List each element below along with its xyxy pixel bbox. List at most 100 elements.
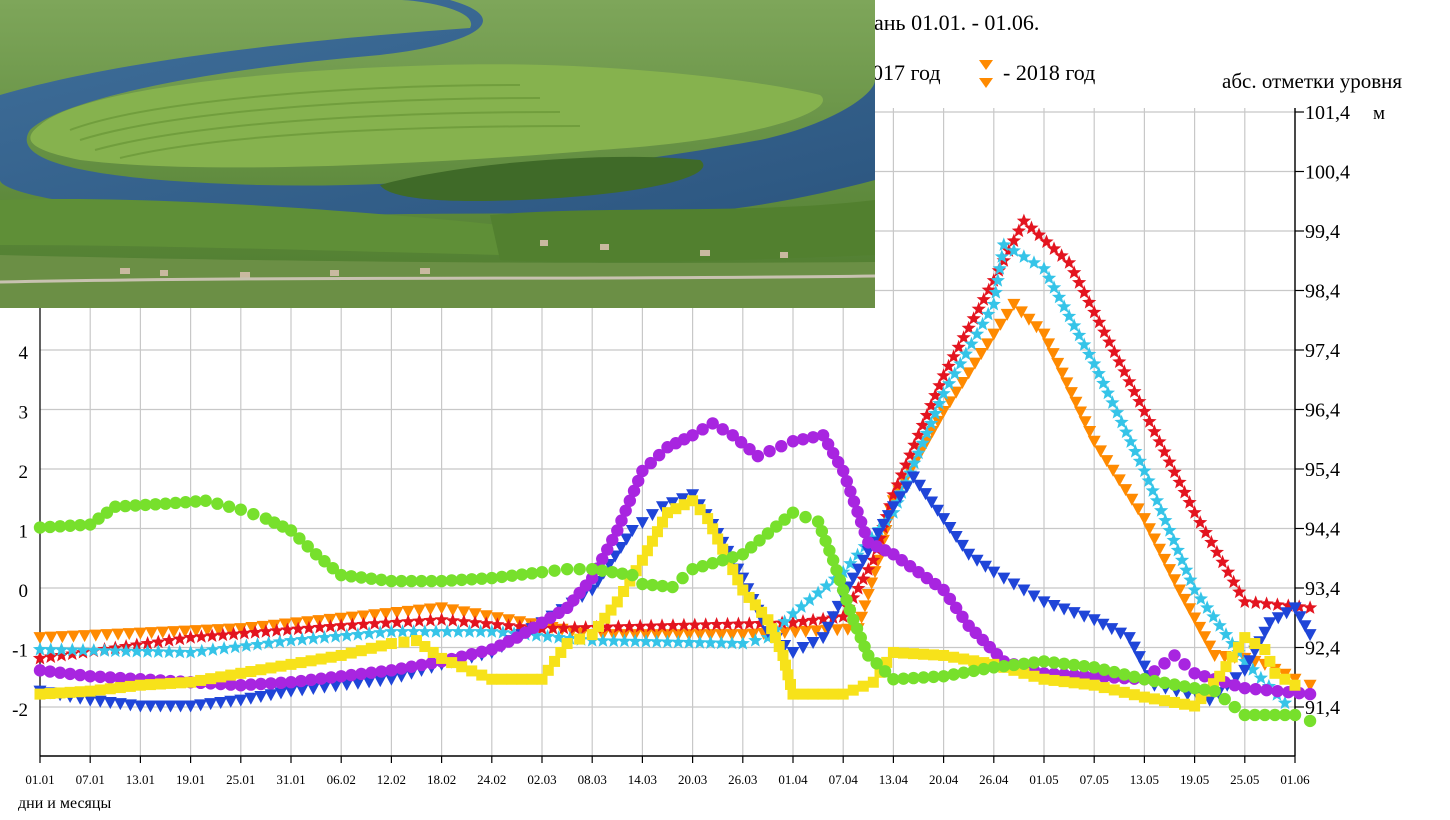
data-point (949, 601, 963, 615)
x-tick-label: 13.04 (879, 772, 909, 787)
data-point (978, 560, 992, 573)
data-point (981, 338, 995, 351)
data-point (890, 477, 905, 491)
data-point (542, 664, 554, 676)
data-point (918, 648, 930, 660)
data-point (1088, 661, 1101, 674)
data-point (1212, 618, 1227, 632)
data-point (512, 619, 527, 633)
data-point (970, 554, 984, 567)
data-point (830, 624, 844, 637)
data-point (1258, 708, 1272, 722)
data-point (1280, 607, 1294, 620)
data-point (154, 678, 166, 690)
data-point (1158, 657, 1171, 670)
data-point (1037, 655, 1051, 668)
data-point (224, 678, 237, 691)
data-point (501, 618, 516, 632)
data-point (109, 500, 122, 513)
data-point (743, 591, 755, 603)
data-point (506, 673, 518, 685)
data-point (1162, 454, 1177, 469)
data-point (384, 673, 398, 686)
data-point (65, 642, 80, 657)
data-point (628, 633, 643, 648)
data-point (847, 495, 861, 508)
data-point (861, 562, 876, 576)
data-point (687, 617, 702, 632)
data-point (295, 657, 307, 669)
x-tick-label: 01.05 (1029, 772, 1058, 787)
data-point (997, 572, 1011, 585)
data-point (1074, 406, 1088, 419)
data-point (861, 588, 875, 601)
data-point (445, 574, 458, 587)
data-point (709, 617, 724, 631)
data-point (981, 282, 996, 297)
data-point (923, 415, 939, 430)
data-point (616, 567, 629, 580)
data-point (1179, 562, 1194, 577)
data-point (143, 700, 157, 713)
data-point (786, 646, 800, 659)
data-point (291, 621, 306, 636)
data-point (870, 657, 883, 670)
data-point (586, 571, 599, 585)
legend-2018-label: - 2018 год (1003, 60, 1095, 85)
data-point (1022, 313, 1036, 326)
data-point (1145, 483, 1160, 497)
data-point (620, 533, 634, 546)
data-point (897, 672, 910, 685)
data-point (1031, 227, 1047, 242)
data-point (854, 515, 868, 529)
data-point (736, 629, 750, 642)
data-point (104, 671, 117, 684)
data-point (1174, 552, 1190, 567)
data-point (515, 568, 529, 581)
data-point (44, 631, 58, 644)
data-point (1172, 474, 1187, 489)
data-point (1041, 270, 1057, 285)
data-point (947, 366, 962, 380)
data-point (43, 649, 58, 663)
data-point (174, 700, 188, 713)
data-point (301, 620, 317, 635)
data-point (836, 564, 851, 579)
data-point (819, 578, 834, 593)
data-point (816, 632, 830, 645)
data-point (833, 573, 847, 587)
data-point (1062, 255, 1077, 269)
data-point (1138, 673, 1151, 686)
data-point (205, 642, 220, 656)
data-point (378, 615, 393, 630)
data-point (1226, 574, 1241, 589)
data-point (969, 326, 985, 341)
data-point (785, 606, 801, 620)
data-point (93, 695, 107, 708)
data-point (345, 611, 359, 624)
x-tick-label: 20.04 (929, 772, 959, 787)
data-point (843, 556, 858, 570)
data-point (866, 552, 881, 567)
x-tick-label: 25.01 (226, 772, 255, 787)
data-point (1132, 394, 1147, 408)
data-point (915, 417, 930, 432)
data-point (938, 649, 950, 661)
data-point (33, 521, 47, 534)
data-point (1281, 598, 1296, 612)
data-point (199, 494, 212, 507)
data-point (411, 635, 422, 647)
data-point (997, 659, 1011, 673)
data-point (1046, 241, 1062, 255)
data-point (665, 618, 681, 632)
data-point (139, 498, 152, 512)
data-point (535, 565, 549, 579)
y-right-tick-label: 95,4 (1305, 459, 1340, 481)
data-point (851, 505, 864, 518)
data-point (195, 674, 207, 686)
data-point (1249, 682, 1262, 696)
data-point (317, 630, 332, 644)
data-point (100, 629, 114, 642)
data-point (375, 573, 388, 587)
data-point (1122, 632, 1136, 645)
